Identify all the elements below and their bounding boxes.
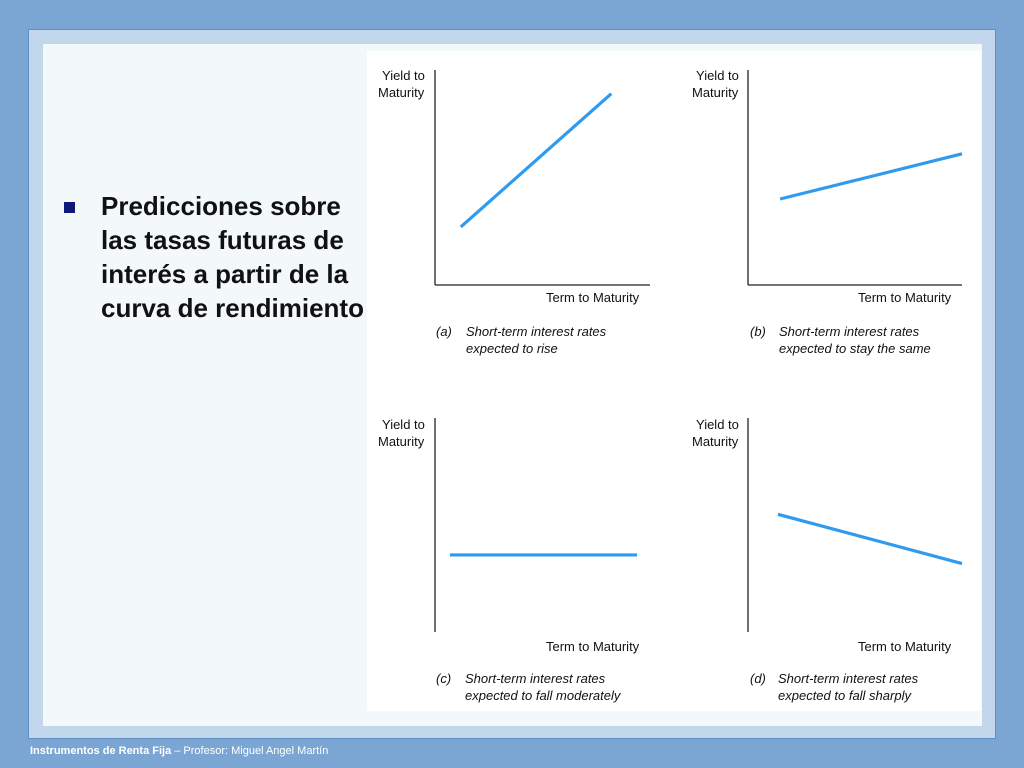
caption-letter: (d) — [750, 671, 766, 686]
footer-professor: – Profesor: Miguel Angel Martín — [171, 745, 329, 757]
y-axis-label: Yield to Maturity — [692, 417, 739, 449]
caption-line-1: Short-term interest rates — [778, 671, 919, 686]
chart-a: Yield to Maturity Term to Maturity (a) Sh… — [378, 68, 650, 356]
figure-panel — [367, 51, 981, 711]
bullet-text: Predicciones sobre las tasas futuras de … — [101, 191, 364, 323]
caption-line-1: Short-term interest rates — [779, 324, 920, 339]
chart-b: Yield to Maturity Term to Maturity (b) Sh… — [692, 68, 963, 356]
yield-curve-line — [779, 152, 963, 201]
y-axis-label: Yield to Maturity — [692, 68, 739, 100]
x-axis-label: Term to Maturity — [858, 639, 952, 654]
caption-letter: (a) — [436, 324, 452, 339]
caption-line-1: Short-term interest rates — [466, 324, 607, 339]
caption-line-2: expected to rise — [466, 341, 558, 356]
caption-line-2: expected to stay the same — [779, 341, 931, 356]
yield-curve-line — [459, 92, 613, 229]
y-axis-label: Yield to Maturity — [378, 68, 425, 100]
yield-curve-line — [777, 512, 963, 566]
y-axis-label: Yield to Maturity — [378, 417, 425, 449]
caption-letter: (b) — [750, 324, 766, 339]
x-axis-label: Term to Maturity — [546, 290, 640, 305]
chart-c: Yield to Maturity Term to Maturity (c) Sh… — [378, 417, 640, 703]
caption-line-2: expected to fall sharply — [778, 688, 912, 703]
caption-line-2: expected to fall moderately — [465, 688, 622, 703]
x-axis-label: Term to Maturity — [546, 639, 640, 654]
x-axis-label: Term to Maturity — [858, 290, 952, 305]
footer: Instrumentos de Renta Fija – Profesor: M… — [30, 745, 328, 757]
caption-letter: (c) — [436, 671, 451, 686]
chart-d: Yield to Maturity Term to Maturity (d) Sh… — [692, 417, 963, 703]
footer-course: Instrumentos de Renta Fija — [30, 745, 172, 757]
square-bullet-icon — [64, 202, 75, 213]
caption-line-1: Short-term interest rates — [465, 671, 606, 686]
